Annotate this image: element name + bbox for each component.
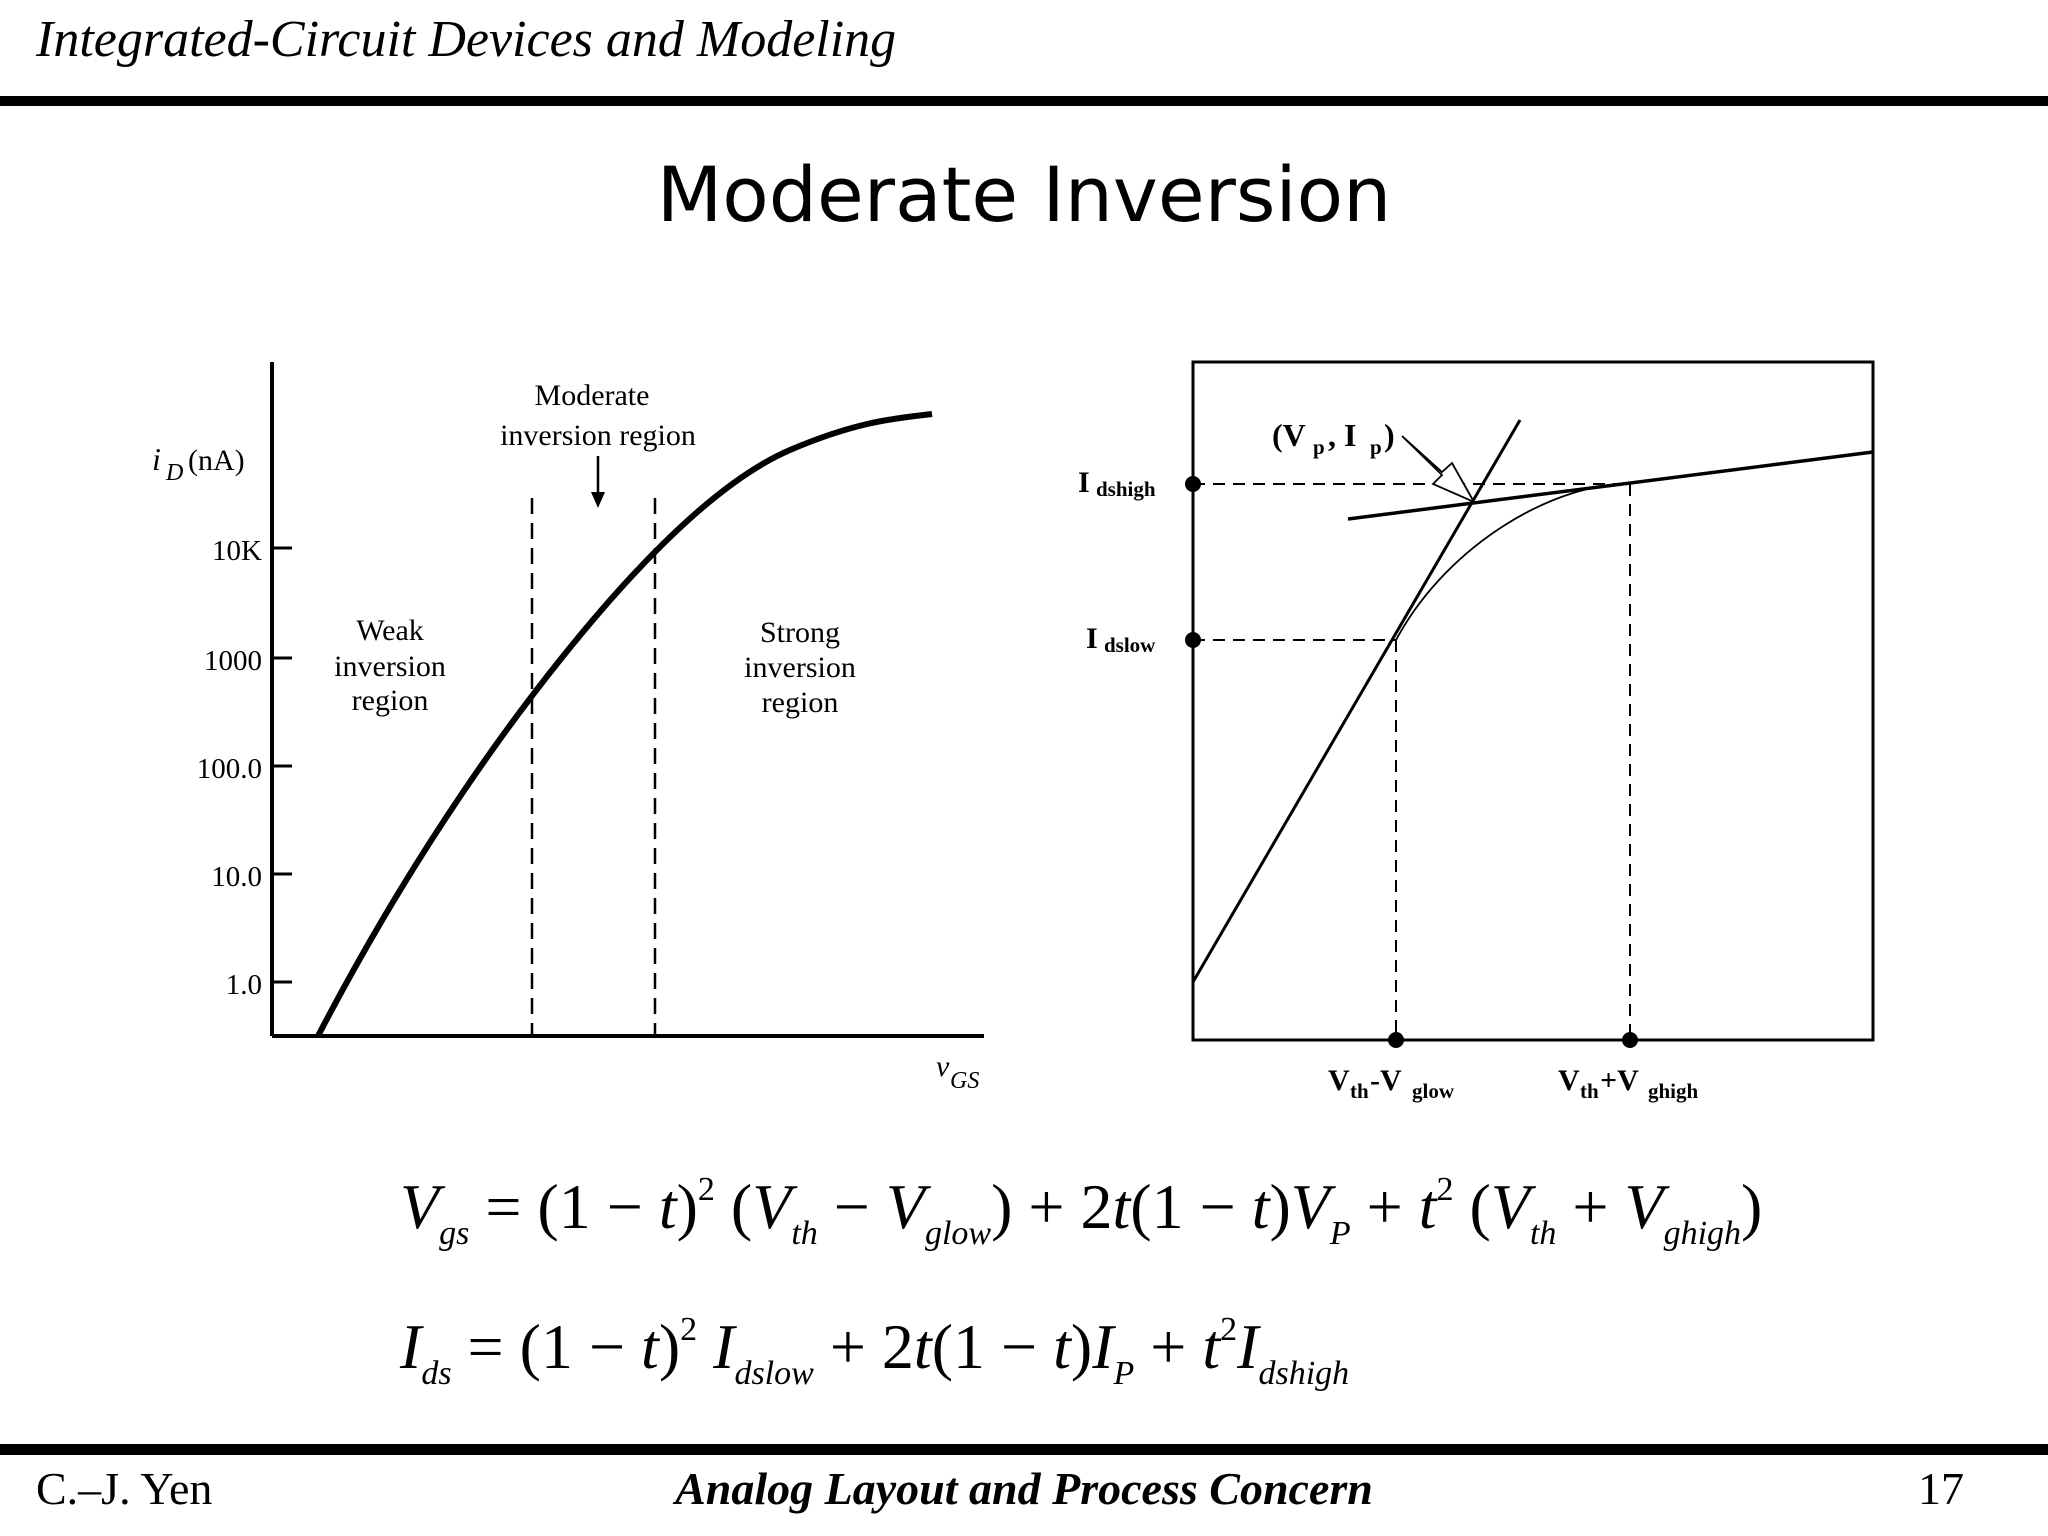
footer-course: Analog Layout and Process Concern	[675, 1463, 1373, 1514]
footer-author: C.–J. Yen	[36, 1463, 213, 1514]
vp-label-close: )	[1384, 417, 1395, 453]
moderate-region-label: Moderate inversion region	[500, 379, 696, 508]
y-tick-label: 10K	[212, 535, 262, 567]
vlow-label: V th -V glow	[1328, 1064, 1455, 1103]
x-label-var: v	[936, 1050, 950, 1083]
vhigh-sub1: th	[1580, 1079, 1599, 1103]
idslow-var: I	[1086, 622, 1098, 655]
vlow-mid: -V	[1370, 1064, 1402, 1097]
vp-label-sub: p	[1313, 435, 1325, 459]
pointer-arrow-icon	[1401, 435, 1477, 504]
vhigh-var: V	[1558, 1064, 1580, 1097]
down-arrow-icon	[591, 492, 605, 508]
idshigh-var: I	[1078, 466, 1090, 499]
blend-curve	[1395, 483, 1631, 641]
vgs-equation: Vgs = (1 − t)2 (Vth − Vglow) + 2t(1 − t)…	[400, 1171, 1763, 1252]
vlow-sub1: th	[1350, 1079, 1369, 1103]
x-label-sub: GS	[950, 1068, 979, 1094]
y-ticks: 10K 1000 100.0 10.0 1.0	[197, 535, 292, 1001]
y-tick-label: 10.0	[211, 861, 262, 893]
vp-label-open: (V	[1272, 417, 1306, 453]
page-number: 17	[1918, 1463, 1964, 1514]
y-label-unit: (nA)	[188, 444, 245, 477]
y-label-sub: D	[165, 460, 183, 486]
strong-label-line2: inversion	[744, 651, 856, 684]
vhigh-sub2: ghigh	[1648, 1079, 1699, 1103]
moderate-label-line1: Moderate	[535, 379, 650, 412]
idshigh-label: I dshigh	[1078, 466, 1156, 501]
y-tick-label: 100.0	[197, 753, 262, 785]
idshigh-dot	[1185, 476, 1201, 492]
vhigh-dot	[1622, 1032, 1638, 1048]
weak-label-line2: inversion	[334, 650, 446, 683]
weak-label-line3: region	[352, 684, 429, 717]
plot-frame	[1191, 360, 1875, 1042]
id-vgs-curve	[315, 411, 933, 1038]
y-label-var: i	[152, 441, 161, 477]
vhigh-mid: +V	[1600, 1064, 1639, 1097]
vlow-var: V	[1328, 1064, 1350, 1097]
slide-title: Moderate Inversion	[656, 150, 1392, 239]
strong-label-line3: region	[762, 686, 839, 719]
vp-label-sub: p	[1370, 435, 1382, 459]
top-rule	[0, 96, 2048, 106]
idslow-label: I dslow	[1086, 622, 1156, 657]
y-axis-label: i D (nA)	[152, 441, 245, 486]
vlow-sub2: glow	[1412, 1079, 1455, 1103]
y-tick-label: 1.0	[226, 969, 262, 1001]
moderate-label-line2: inversion region	[500, 419, 696, 452]
weak-region-label: Weak inversion region	[334, 614, 446, 717]
ids-equation: Ids = (1 − t)2 Idslow + 2t(1 − t)IP + t2…	[400, 1311, 1350, 1392]
idslow-dot	[1185, 632, 1201, 648]
vp-label-ip: , I	[1328, 417, 1356, 453]
bottom-rule	[0, 1444, 2048, 1455]
header-title: Integrated-Circuit Devices and Modeling	[36, 11, 897, 68]
vp-ip-label: (V p , I p )	[1272, 417, 1395, 459]
weak-asymptote	[1191, 419, 1522, 983]
y-tick-label: 1000	[204, 645, 262, 677]
x-axis-label: v GS	[936, 1050, 979, 1094]
vlow-dot	[1388, 1032, 1404, 1048]
idslow-sub: dslow	[1104, 633, 1156, 657]
right-chart: (V p , I p ) I dshigh I dslow V th -V gl…	[1078, 360, 1875, 1103]
strong-label-line1: Strong	[760, 616, 840, 649]
weak-label-line1: Weak	[356, 614, 424, 647]
idshigh-sub: dshigh	[1096, 477, 1156, 501]
left-chart: 10K 1000 100.0 10.0 1.0 i D (nA) v GS Mo…	[152, 362, 984, 1094]
vhigh-label: V th +V ghigh	[1558, 1064, 1699, 1103]
strong-region-label: Strong inversion region	[744, 616, 856, 719]
